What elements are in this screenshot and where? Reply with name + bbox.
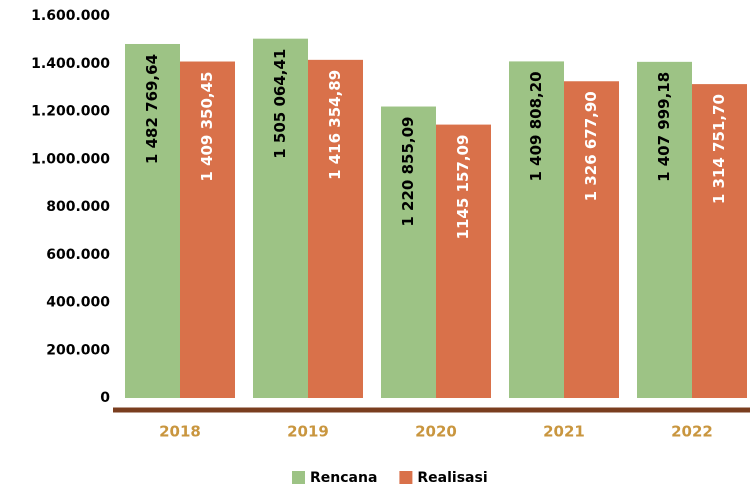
y-tick-label: 0 xyxy=(100,390,110,406)
x-tick-label: 2021 xyxy=(543,423,585,441)
x-tick-label: 2020 xyxy=(415,423,457,441)
value-label: 1 409 350,45 xyxy=(198,72,216,182)
bar xyxy=(509,61,564,398)
legend-label: Realisasi xyxy=(417,470,487,486)
value-label: 1 407 999,18 xyxy=(655,72,673,182)
y-tick-label: 600.000 xyxy=(46,247,110,263)
bar xyxy=(692,84,747,399)
bar xyxy=(564,81,619,399)
bar xyxy=(436,124,491,398)
value-label: 1 314 751,70 xyxy=(710,94,728,204)
y-tick-label: 1.600.000 xyxy=(31,8,110,24)
y-tick-label: 800.000 xyxy=(46,199,110,215)
value-label: 1 482 769,64 xyxy=(143,54,161,164)
y-tick-label: 1.000.000 xyxy=(31,151,110,167)
y-tick-label: 200.000 xyxy=(46,342,110,358)
x-tick-label: 2018 xyxy=(159,423,201,441)
bar xyxy=(180,61,235,398)
value-label: 1 326 677,90 xyxy=(582,91,600,201)
bar xyxy=(253,38,308,399)
legend-label: Rencana xyxy=(310,470,377,486)
legend-swatch xyxy=(399,471,413,484)
bar xyxy=(381,106,436,398)
bar xyxy=(637,61,692,398)
y-tick-label: 400.000 xyxy=(46,295,110,311)
value-label: 1 220 855,09 xyxy=(399,117,417,227)
x-tick-label: 2019 xyxy=(287,423,329,441)
value-label: 1 409 808,20 xyxy=(527,71,545,181)
value-label: 1 505 064,41 xyxy=(271,49,289,159)
value-label: 1 416 354,89 xyxy=(326,70,344,180)
legend-swatch xyxy=(292,471,305,484)
bar xyxy=(308,59,363,398)
y-tick-label: 1.400.000 xyxy=(31,56,110,72)
value-label: 1145 157,09 xyxy=(454,135,472,240)
bar xyxy=(125,43,180,399)
y-tick-label: 1.200.000 xyxy=(31,104,110,120)
x-tick-label: 2022 xyxy=(671,423,713,441)
